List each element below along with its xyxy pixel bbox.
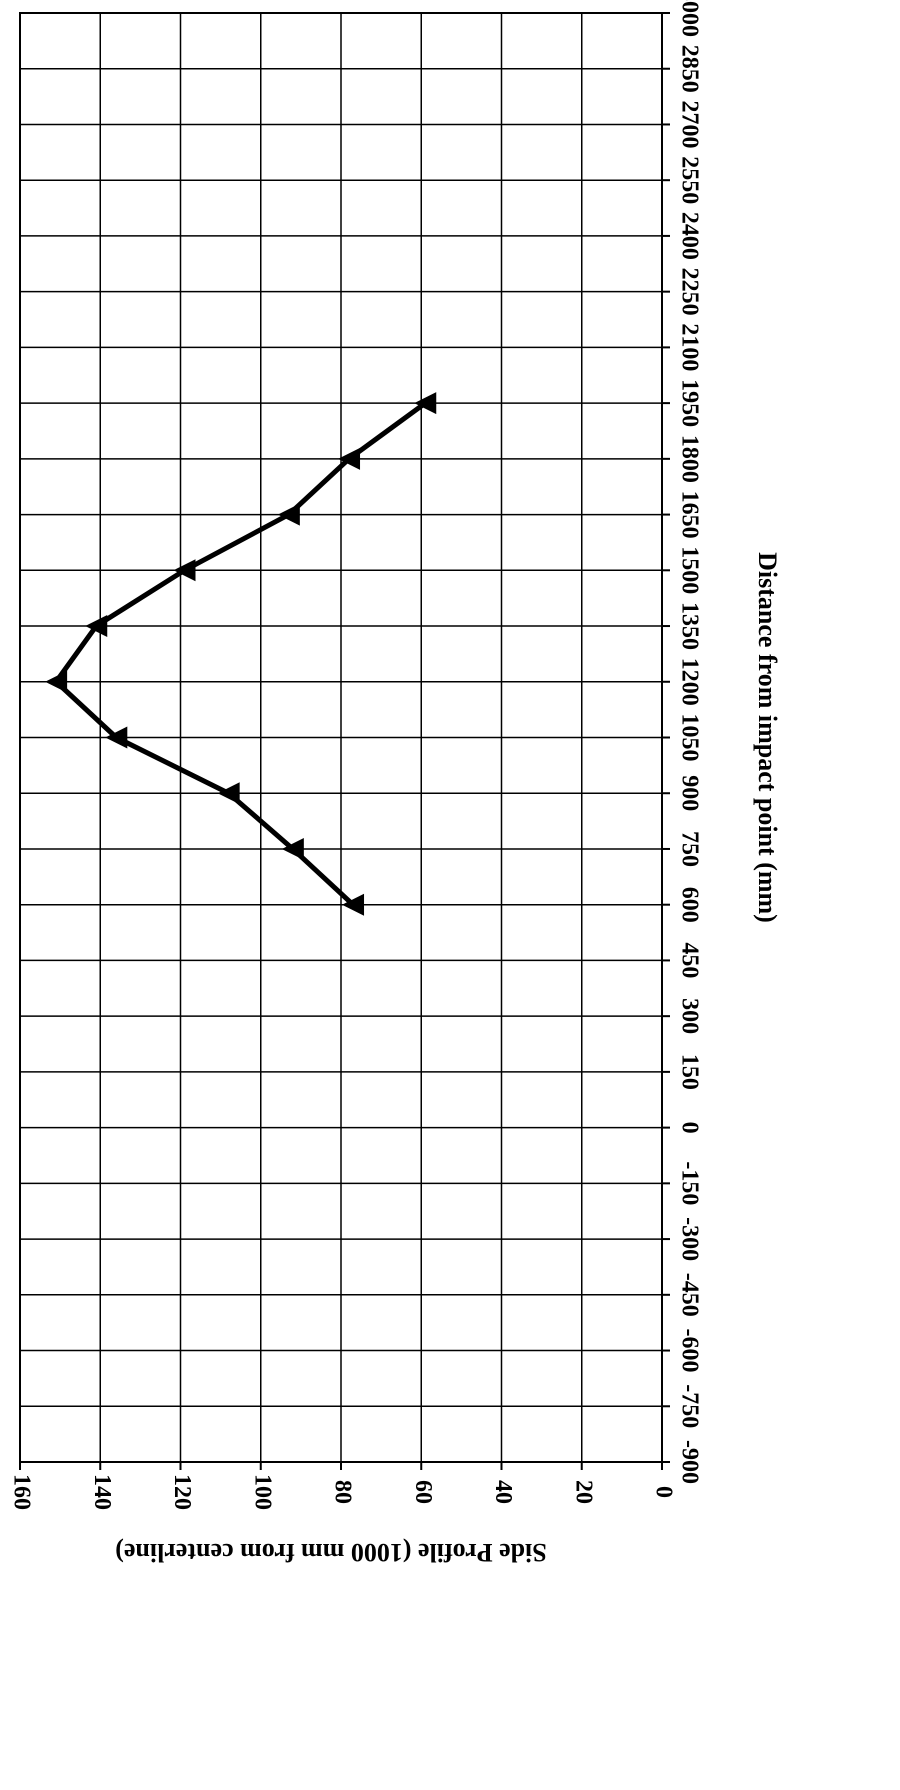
- y-tick-label: 80: [329, 1480, 355, 1504]
- y-tick-label: 20: [570, 1480, 596, 1504]
- x-tick-label: 2850: [676, 45, 702, 93]
- data-point-marker: [414, 392, 437, 415]
- x-tick-label: 2700: [676, 100, 702, 148]
- x-tick-label: 3000: [676, 0, 702, 37]
- y-tick-label: 120: [169, 1474, 195, 1510]
- y-tick-label: 0: [650, 1486, 676, 1498]
- x-tick-label: 1650: [676, 491, 702, 539]
- x-tick-label: -750: [676, 1384, 702, 1428]
- y-tick-label: 160: [8, 1474, 34, 1510]
- y-tick-label: 140: [89, 1474, 115, 1510]
- x-tick-label: 750: [676, 831, 702, 867]
- x-tick-label: 0: [676, 1122, 702, 1134]
- x-tick-label: 450: [676, 942, 702, 978]
- x-tick-label: 2400: [676, 212, 702, 260]
- x-tick-label: 2550: [676, 156, 702, 204]
- plot-area: -900-750-600-450-300-1500150300450600750…: [8, 0, 702, 1510]
- data-point-marker: [277, 503, 300, 526]
- y-tick-label: 100: [249, 1474, 275, 1510]
- data-point-marker: [217, 782, 240, 805]
- data-point-marker: [85, 615, 108, 638]
- x-tick-label: 2100: [676, 323, 702, 371]
- x-axis-title: Distance from impact point (mm): [753, 552, 782, 923]
- y-tick-label: 60: [410, 1480, 436, 1504]
- x-tick-label: 1350: [676, 602, 702, 650]
- x-tick-label: -450: [676, 1273, 702, 1317]
- x-tick-label: -300: [676, 1217, 702, 1261]
- x-tick-label: 900: [676, 775, 702, 811]
- x-tick-label: -900: [676, 1440, 702, 1484]
- x-tick-label: -600: [676, 1329, 702, 1373]
- x-tick-label: 150: [676, 1054, 702, 1090]
- x-tick-label: 300: [676, 998, 702, 1034]
- x-tick-label: 1200: [676, 658, 702, 706]
- x-tick-label: 1050: [676, 714, 702, 762]
- data-point-marker: [342, 893, 365, 916]
- data-point-marker: [338, 447, 361, 470]
- data-point-marker: [105, 726, 128, 749]
- x-tick-label: 1950: [676, 379, 702, 427]
- series-line: [53, 401, 427, 907]
- data-point-marker: [173, 559, 196, 582]
- x-tick-label: 600: [676, 887, 702, 923]
- x-tick-label: 2250: [676, 268, 702, 316]
- data-point-marker: [45, 670, 68, 693]
- x-tick-label: 1500: [676, 546, 702, 594]
- data-point-marker: [281, 837, 304, 860]
- y-axis-title: Side Profile (1000 mm from centerline): [115, 1538, 547, 1567]
- x-tick-label: -150: [676, 1161, 702, 1205]
- x-tick-label: 1800: [676, 435, 702, 483]
- y-tick-label: 40: [490, 1480, 516, 1504]
